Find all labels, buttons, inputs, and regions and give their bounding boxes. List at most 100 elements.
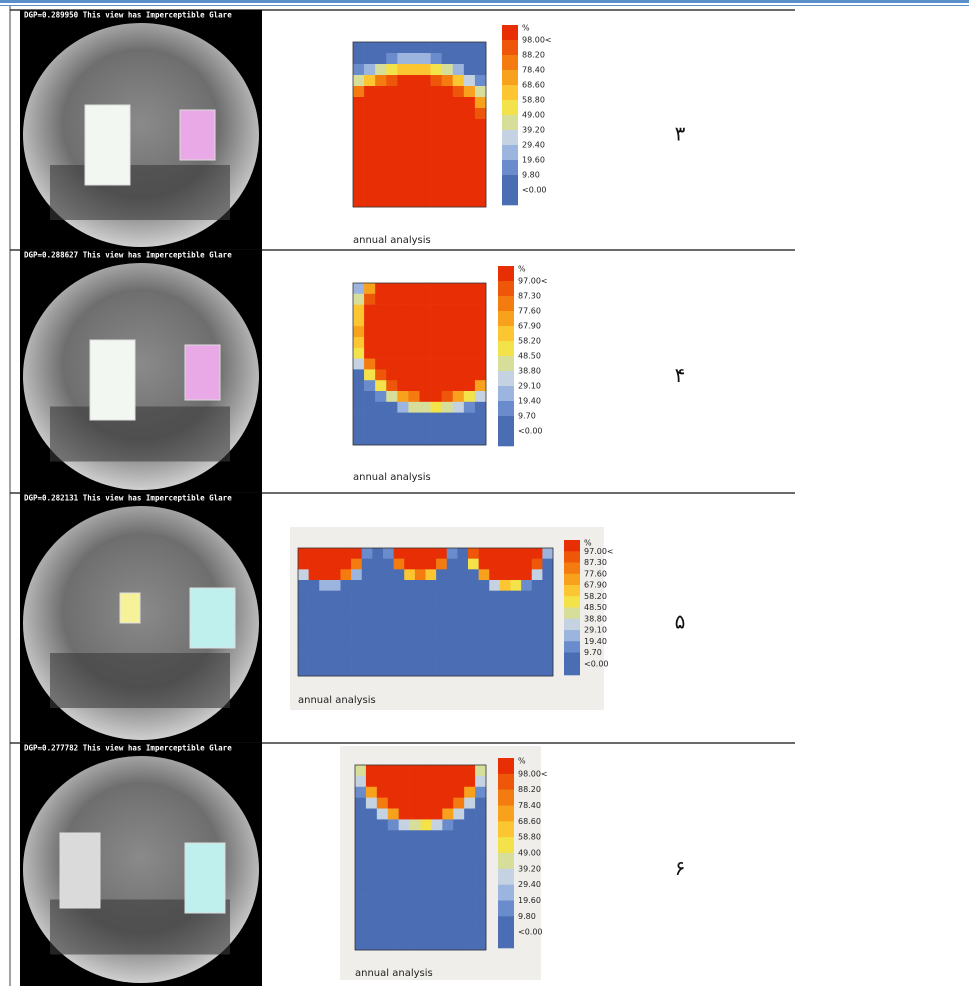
heatmap-cell	[478, 665, 490, 677]
heatmap-cell	[353, 423, 365, 435]
heatmap-cell	[414, 622, 426, 634]
render-window	[84, 104, 131, 186]
heatmap-cell	[489, 569, 501, 581]
heatmap-cell	[398, 808, 410, 820]
heatmap-cell	[475, 895, 487, 907]
legend-label: 39.20	[518, 864, 541, 873]
heatmap-cell	[542, 601, 554, 613]
heatmap-cell	[298, 558, 309, 570]
heatmap-cell	[386, 97, 398, 109]
legend-label: 9.80	[518, 912, 536, 921]
heatmap-cell	[397, 174, 409, 186]
heatmap-cell	[397, 412, 409, 424]
heatmap-cell	[453, 841, 465, 853]
heatmap-cell	[340, 654, 352, 666]
heatmap-cell	[436, 622, 448, 634]
heatmap-cell	[355, 895, 367, 907]
heatmap-cell	[375, 423, 387, 435]
heatmap-cell	[420, 819, 432, 831]
heatmap-cell	[397, 423, 409, 435]
heatmap-cell	[431, 808, 443, 820]
heatmap-cell	[361, 654, 373, 666]
heatmap-cell	[397, 53, 409, 65]
heatmap-cell	[499, 622, 511, 634]
heatmap-cell	[419, 75, 431, 87]
heatmap-cell	[375, 391, 387, 403]
heatmap-cell	[409, 906, 421, 918]
heatmap-cell	[474, 293, 487, 305]
heatmap-cell	[398, 928, 410, 940]
heatmap-cell	[420, 906, 432, 918]
heatmap-cell	[463, 412, 476, 424]
heatmap-cell	[408, 283, 420, 295]
heatmap-cell	[365, 895, 378, 907]
heatmap-cell	[353, 119, 365, 131]
heatmap-cell	[430, 163, 442, 175]
legend-swatch	[498, 386, 514, 402]
heatmap-cell	[457, 558, 469, 570]
heatmap-cell	[376, 906, 389, 918]
heatmap-cell	[404, 590, 416, 602]
heatmap-cell	[414, 612, 426, 623]
heatmap-cell	[298, 612, 309, 623]
legend-label: 9.80	[522, 171, 540, 180]
heatmap-cell	[364, 97, 376, 109]
heatmap-cell	[489, 633, 501, 645]
heatmap-cell	[408, 163, 420, 175]
heatmap-cell	[441, 42, 454, 54]
heatmap-cell	[308, 612, 320, 623]
heatmap-cell	[329, 580, 341, 591]
heatmap-cell	[372, 590, 384, 602]
legend-swatch	[564, 551, 580, 563]
heatmap-cell	[398, 906, 410, 918]
heatmap-cell	[361, 612, 373, 623]
heatmap-cell	[353, 97, 365, 109]
heatmap-cell	[453, 884, 465, 896]
heatmap-cell	[452, 185, 465, 197]
heatmap-cell	[383, 665, 394, 677]
heatmap-cell	[393, 644, 405, 655]
heatmap-cell	[397, 75, 409, 87]
heatmap-cell	[425, 558, 437, 570]
heatmap-cell	[355, 808, 367, 820]
heatmap-cell	[441, 337, 454, 349]
heatmap-cell	[397, 434, 409, 446]
legend-title: %	[522, 24, 530, 33]
heatmap-cell	[419, 196, 431, 208]
heatmap-cell	[478, 558, 490, 570]
heatmap-cell	[478, 548, 490, 559]
heatmap-cell	[441, 293, 454, 305]
heatmap-cell	[468, 665, 479, 677]
heatmap-cell	[375, 412, 387, 424]
render-window	[89, 339, 136, 421]
heatmap-cell	[419, 380, 431, 392]
heatmap-cell	[420, 917, 432, 929]
heatmap-cell	[464, 862, 476, 875]
heatmap-cell	[463, 130, 476, 142]
legend-label: 19.60	[518, 896, 541, 905]
heatmap-cell	[521, 612, 533, 623]
heatmap-cell	[510, 548, 522, 559]
heatmap-cell	[430, 326, 442, 338]
legend-swatch	[502, 145, 518, 161]
heatmap-cell	[353, 358, 365, 370]
heatmap-cell	[340, 590, 352, 602]
glare-caption: DGP=0.277782 This view has Imperceptible…	[24, 744, 232, 753]
legend-label: <0.00	[518, 427, 543, 436]
heatmap-frame	[297, 547, 554, 677]
heatmap-cell	[474, 391, 487, 403]
heatmap-cell	[408, 141, 420, 153]
heatmap-cell	[510, 580, 522, 591]
legend-swatch	[502, 115, 518, 131]
heatmap-cell	[452, 412, 465, 424]
heatmap-cell	[457, 633, 469, 645]
heatmap-cell	[408, 358, 420, 370]
heatmap-cell	[340, 580, 352, 591]
heatmap-cell	[431, 906, 443, 918]
heatmap-cell	[499, 569, 511, 581]
heatmap-cell	[319, 644, 331, 655]
heatmap-cell	[419, 304, 431, 316]
heatmap-cell	[365, 841, 378, 853]
heatmap-cell	[430, 315, 442, 327]
heatmap-cell	[397, 369, 409, 381]
